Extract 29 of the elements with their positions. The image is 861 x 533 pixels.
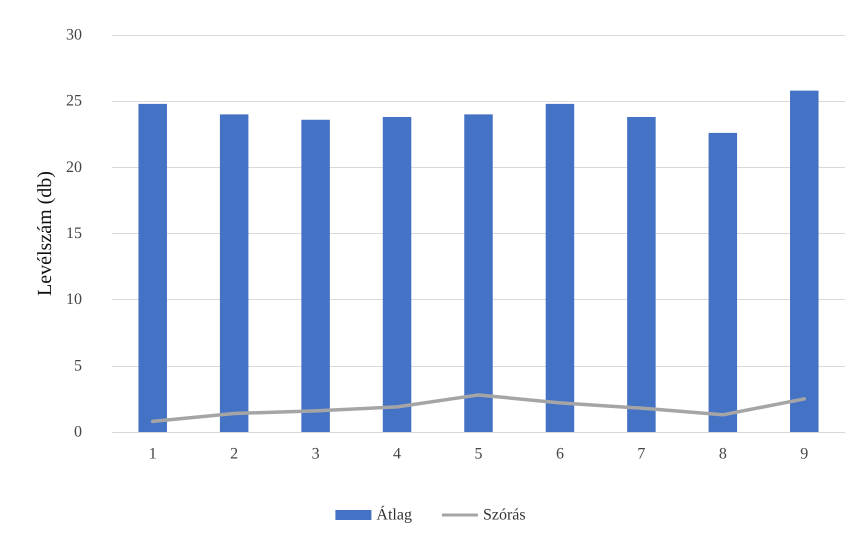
legend-label: Szórás (482, 506, 526, 524)
y-tick-label: 10 (66, 291, 82, 308)
y-axis-title: Levélszám (db) (34, 171, 56, 296)
y-tick-label: 15 (66, 225, 82, 242)
x-tick-label: 1 (148, 446, 157, 462)
x-tick-label: 6 (556, 446, 564, 462)
line-series (150, 393, 806, 424)
y-tick-label: 20 (66, 158, 82, 176)
bar (708, 132, 738, 432)
bar (138, 104, 167, 432)
y-tick-label: 0 (74, 424, 82, 440)
bar (220, 114, 248, 432)
x-tick-label: 9 (800, 446, 808, 462)
y-tick-label: 5 (74, 357, 82, 374)
x-tick-label: 4 (393, 446, 402, 462)
bar (382, 117, 412, 432)
x-tick-label: 5 (474, 446, 482, 462)
x-tick-label: 3 (312, 446, 320, 462)
x-tick-label: 2 (230, 446, 238, 462)
y-tick-label: 30 (66, 26, 82, 44)
legend-label: Átlag (376, 506, 412, 524)
bar (464, 114, 493, 432)
bar (301, 120, 330, 432)
y-tick-label: 25 (66, 92, 82, 110)
x-tick-label: 7 (637, 446, 646, 462)
x-tick-label: 8 (718, 446, 727, 462)
bar (627, 117, 656, 432)
bar (790, 90, 819, 432)
bar (546, 104, 574, 432)
